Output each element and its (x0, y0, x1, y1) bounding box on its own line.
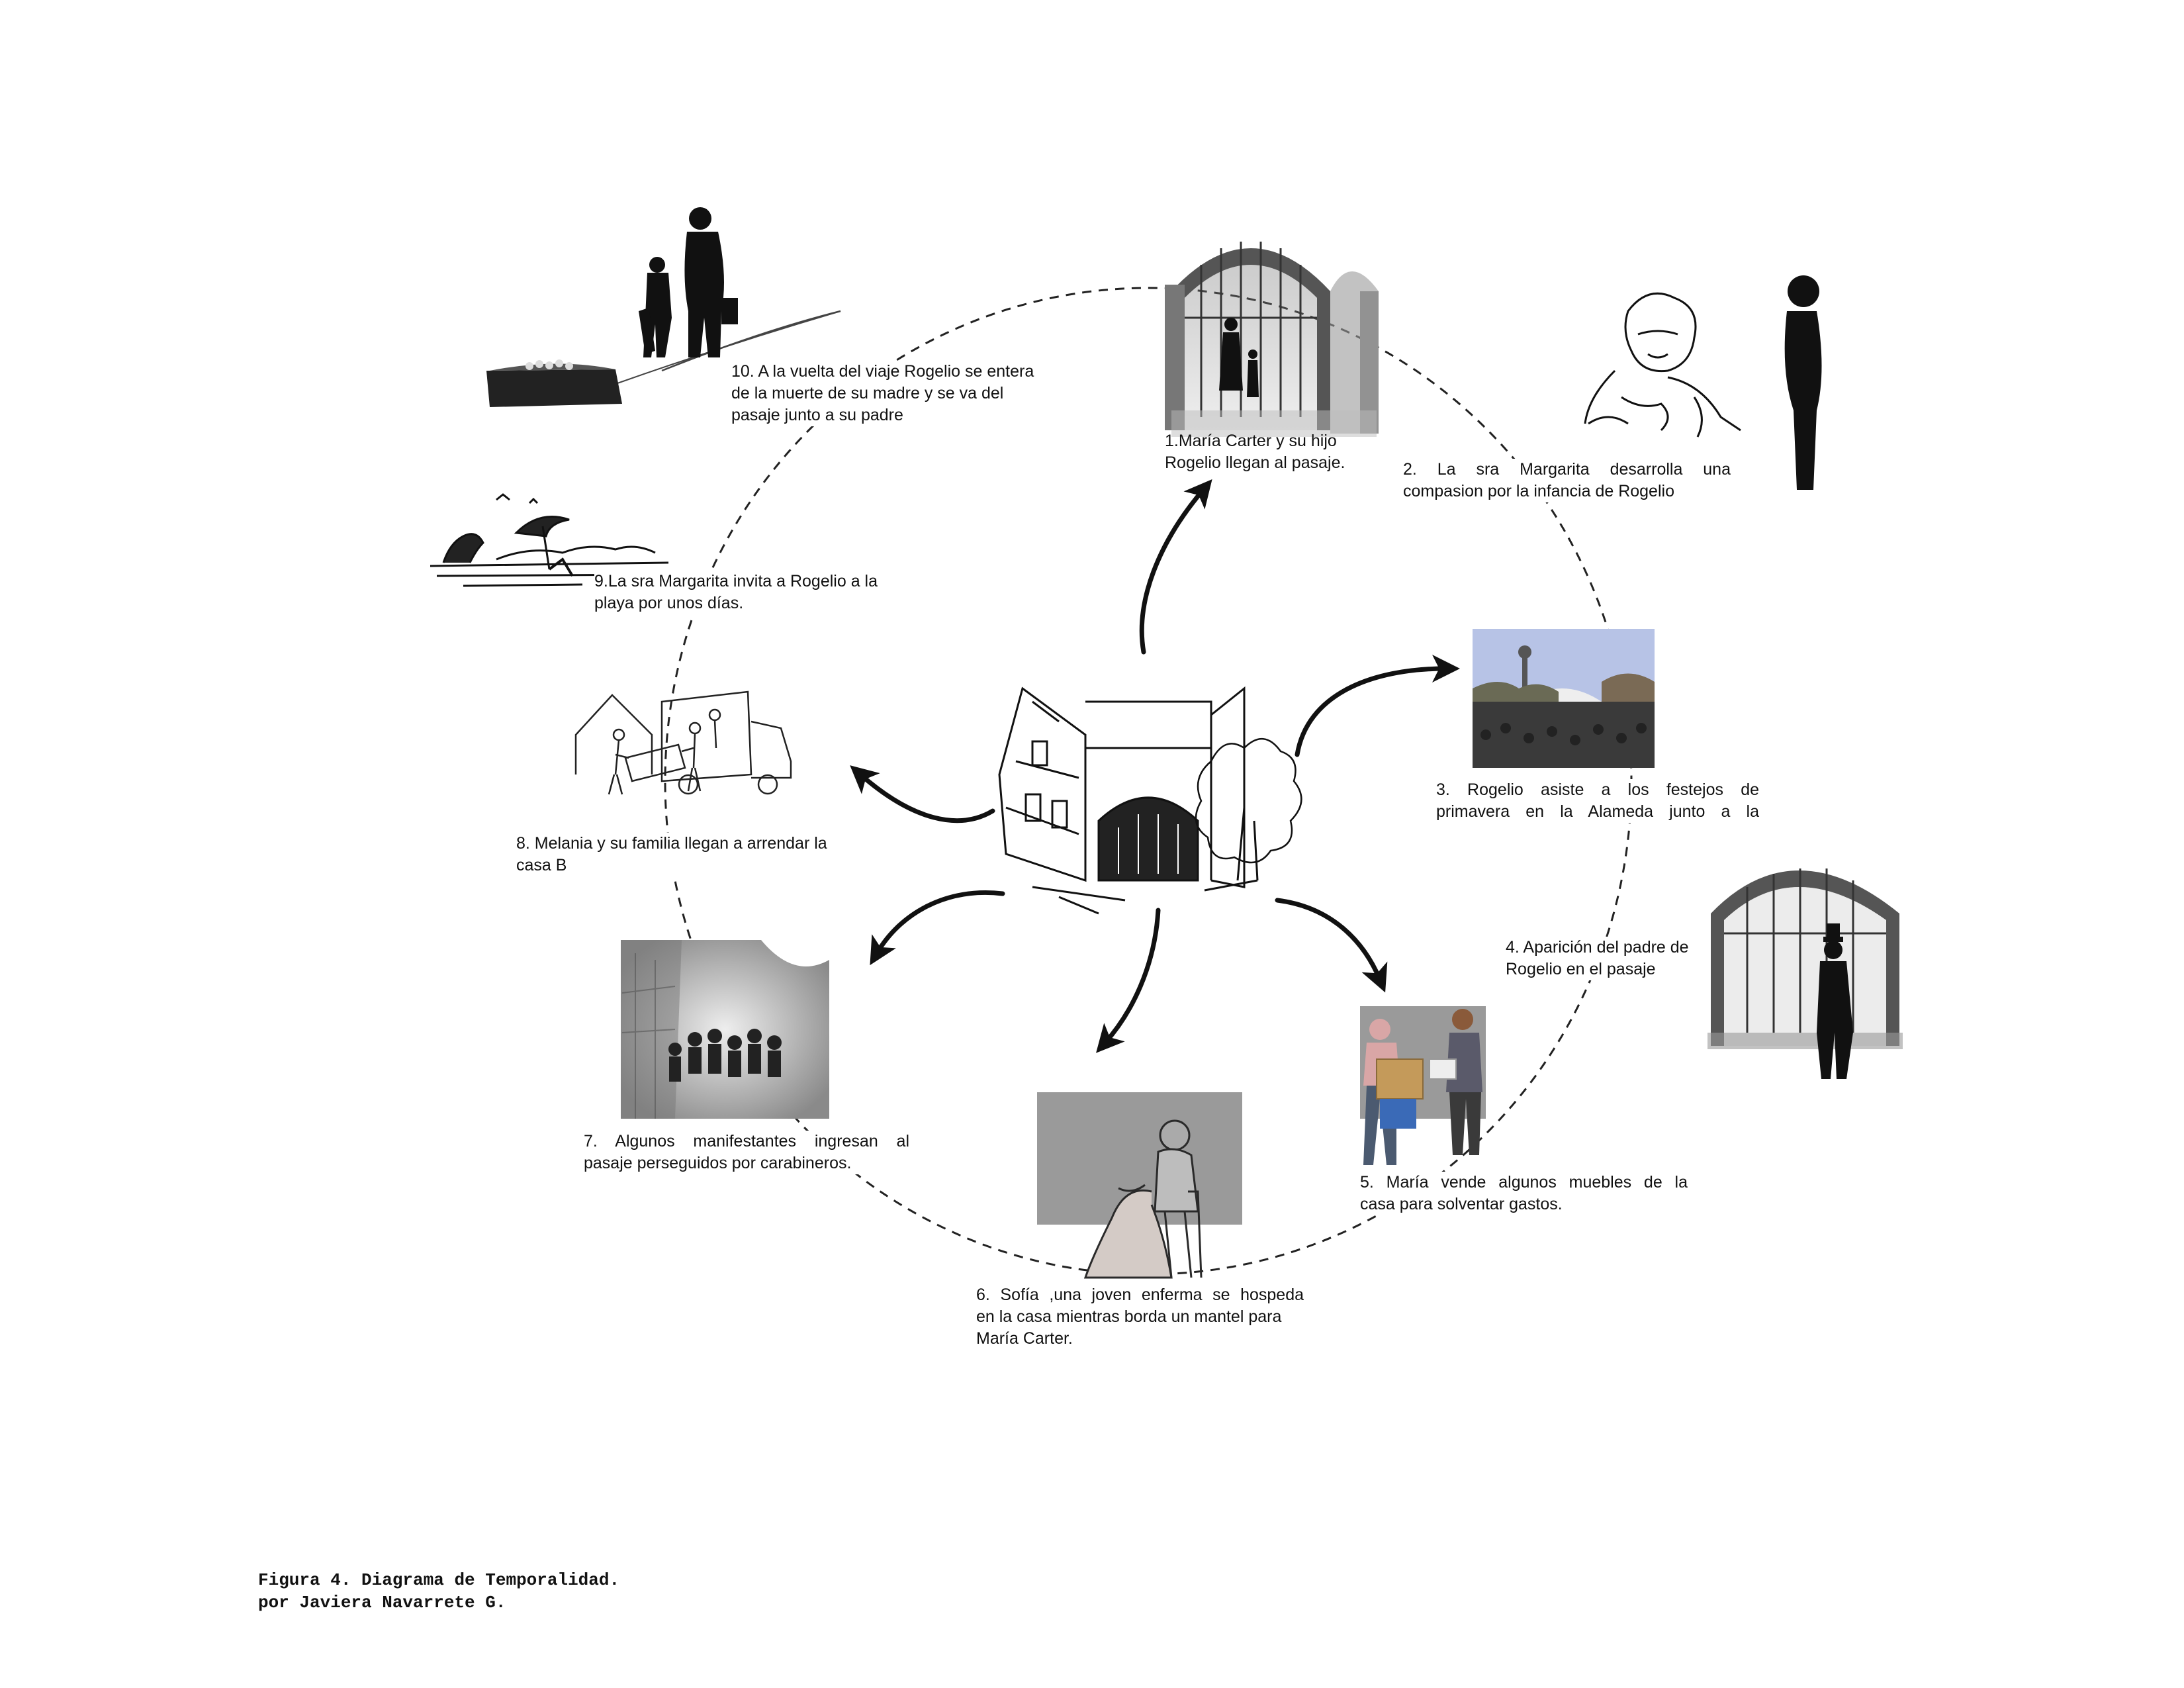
event-2-woman-and-boy-illustration-icon (1584, 292, 1741, 438)
event-10-coffin-and-figures-icon (486, 207, 841, 407)
event-1-arch-illustration-icon (1165, 242, 1379, 437)
event-8-moving-truck-sketch-icon (574, 690, 792, 795)
event-6-sofia-photo (1037, 1092, 1242, 1279)
event-2-boy-silhouette-icon (1784, 275, 1822, 490)
arrow-to-event-1 (1139, 479, 1212, 655)
figure-caption: Figura 4. Diagrama de Temporalidad. por … (258, 1569, 619, 1614)
event-1-label: 1.María Carter y su hijo Rogelio llegan a… (1165, 432, 1345, 472)
arrow-to-event-7 (870, 890, 1005, 966)
arrow-to-event-6 (1096, 908, 1161, 1053)
event-9-beach-sketch-icon (430, 493, 669, 587)
event-7-label: 7. Algunos manifestantes ingresan al pasa… (584, 1131, 909, 1174)
arrow-to-event-8 (850, 765, 995, 823)
arrow-to-event-3 (1295, 655, 1460, 757)
event-4-arch-father-illustration-icon (1707, 868, 1903, 1079)
event-10-label: 10. A la vuelta del viaje Rogelio se ent… (731, 361, 1075, 426)
central-passage-sketch-icon (998, 686, 1302, 915)
event-8-label: 8. Melania y su familia llegan a arrenda… (516, 833, 860, 876)
event-4-label: 4. Aparición del padre de Rogelio en el p… (1506, 937, 1704, 980)
event-9-label: 9.La sra Margarita invita a Rogelio a la… (594, 571, 905, 614)
arrow-to-event-5 (1275, 898, 1388, 993)
event-5-furniture-photo (1360, 1006, 1486, 1165)
caption-author: por Javiera Navarrete G. (258, 1593, 506, 1613)
caption-title: Figura 4. Diagrama de Temporalidad. (258, 1570, 620, 1590)
event-7-protesters-photo (621, 940, 829, 1119)
event-3-label: 3. Rogelio asiste a los festejos de prima… (1436, 779, 1759, 823)
event-3-festival-photo (1473, 629, 1655, 768)
event-5-label: 5. María vende algunos muebles de la casa… (1360, 1172, 1688, 1215)
event-2-label: 2. La sra Margarita desarrolla una compas… (1403, 459, 1731, 502)
center-arrows (850, 479, 1460, 1053)
event-6-label: 6. Sofía ,una joven enferma se hospeda en… (976, 1284, 1304, 1350)
